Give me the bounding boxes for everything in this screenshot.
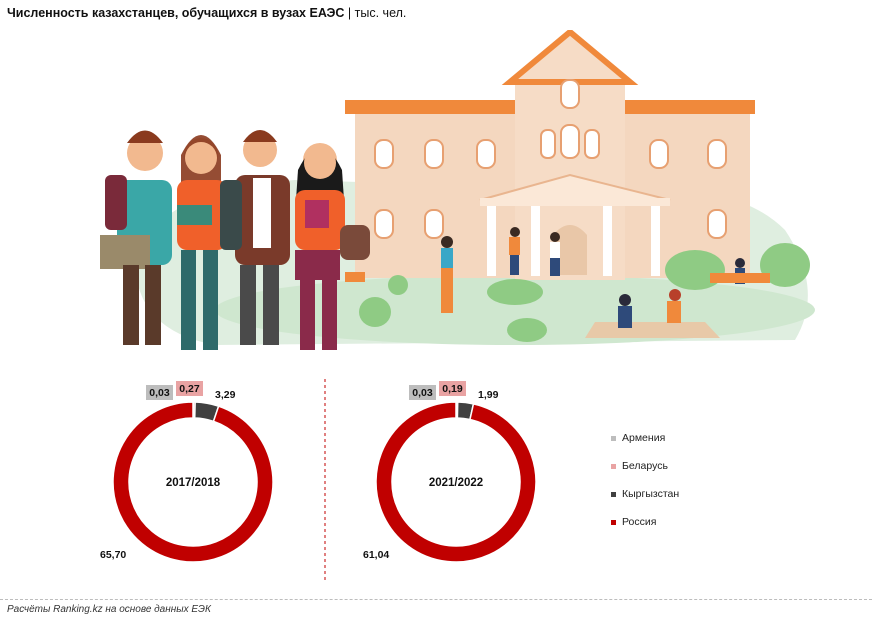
data-label-russia: 65,70 xyxy=(100,549,126,561)
legend-label: Армения xyxy=(622,432,666,444)
donut-slice-russia xyxy=(112,401,274,563)
legend-label: Россия xyxy=(622,516,657,528)
legend-label: Кыргызстан xyxy=(622,488,680,500)
chart-title-unit: | тыс. чел. xyxy=(344,6,407,20)
data-label-armenia: 0,03 xyxy=(412,387,433,399)
legend-swatch-armenia xyxy=(611,436,616,441)
data-label-box-armenia xyxy=(146,385,173,400)
chart-title-main: Численность казахстанцев, обучащихся в в… xyxy=(7,6,345,20)
donut-charts: 2017/2018 0,03 0,27 3,29 65,70 2021/2022 0,03 0… xyxy=(100,379,537,580)
legend-swatch-russia xyxy=(611,520,616,525)
data-label-box-belarus xyxy=(176,381,203,396)
data-label-russia: 61,04 xyxy=(363,549,389,561)
data-label-kyrgyzstan: 3,29 xyxy=(215,389,236,401)
footer-divider xyxy=(0,599,872,600)
legend-swatch-belarus xyxy=(611,464,616,469)
data-label-belarus: 0,27 xyxy=(179,383,200,395)
data-label-armenia: 0,03 xyxy=(149,387,170,399)
chart-title: Численность казахстанцев, обучащихся в в… xyxy=(7,6,406,20)
data-label-kyrgyzstan: 1,99 xyxy=(478,389,499,401)
source-note: Расчёты Ranking.kz на основе данных ЕЭК xyxy=(7,604,211,615)
donut-slice-russia xyxy=(375,401,537,563)
data-label-belarus: 0,19 xyxy=(442,383,463,395)
donut-center-label: 2017/2018 xyxy=(166,477,221,489)
legend-swatch-kyrgyzstan xyxy=(611,492,616,497)
university-students-illustration xyxy=(100,30,815,350)
legend-label: Беларусь xyxy=(622,460,668,472)
data-label-box-belarus xyxy=(439,381,466,396)
data-label-box-armenia xyxy=(409,385,436,400)
donut-center-label: 2021/2022 xyxy=(429,477,483,489)
